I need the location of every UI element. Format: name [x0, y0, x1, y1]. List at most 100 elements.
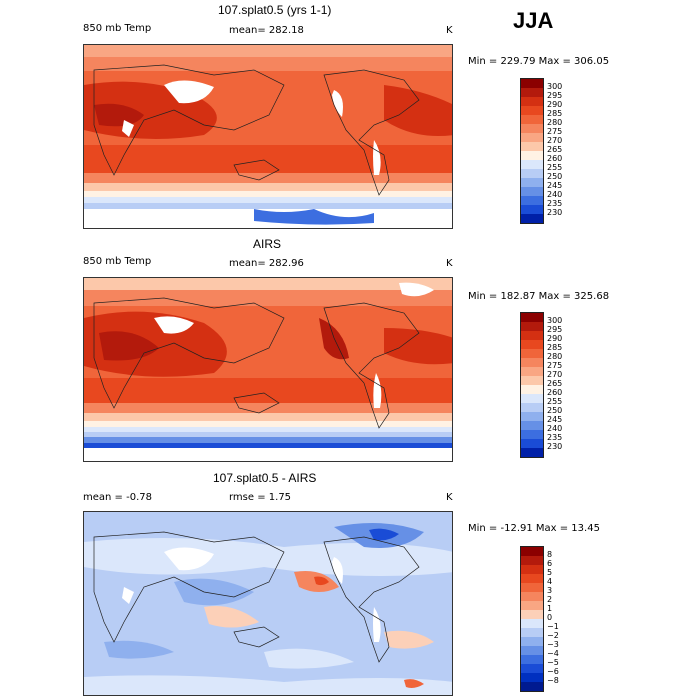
colorbar-tick-label: 290	[547, 100, 563, 109]
colorbar-swatch	[521, 628, 543, 637]
panel1-unit: K	[446, 25, 453, 36]
colorbar-swatch	[521, 592, 543, 601]
colorbar-tick-label: −4	[547, 649, 559, 658]
colorbar-swatch	[521, 97, 543, 106]
colorbar-tick-label: 250	[547, 406, 563, 415]
colorbar-tick-label: 300	[547, 82, 563, 91]
panel3-map-graphic	[84, 512, 452, 695]
colorbar-swatch	[521, 556, 543, 565]
colorbar-tick-label: 280	[547, 352, 563, 361]
colorbar-swatch	[521, 169, 543, 178]
colorbar-tick-label: 255	[547, 397, 563, 406]
panel2-map-graphic	[84, 278, 452, 461]
panel2-unit: K	[446, 258, 453, 269]
colorbar-tick-label: 240	[547, 190, 563, 199]
colorbar-swatch	[521, 619, 543, 628]
colorbar-swatch	[521, 565, 543, 574]
colorbar-swatch	[521, 610, 543, 619]
colorbar-tick-label: 2	[547, 595, 553, 604]
colorbar-swatch	[521, 385, 543, 394]
colorbar-swatch	[521, 646, 543, 655]
colorbar-swatch	[521, 403, 543, 412]
colorbar-tick-label: −3	[547, 640, 559, 649]
colorbar-tick-label: 270	[547, 136, 563, 145]
panel3-colorbar	[520, 546, 544, 692]
colorbar-tick-label: −5	[547, 658, 559, 667]
colorbar-tick-label: −6	[547, 667, 559, 676]
panel1-map	[83, 44, 453, 229]
colorbar-swatch	[521, 88, 543, 97]
colorbar-swatch	[521, 79, 543, 88]
panel1-minmax: Min = 229.79 Max = 306.05	[468, 56, 610, 67]
colorbar-tick-label: 295	[547, 91, 563, 100]
colorbar-tick-label: 230	[547, 208, 563, 217]
panel2-title: AIRS	[253, 237, 282, 251]
colorbar-tick-label: 250	[547, 172, 563, 181]
colorbar-tick-label: 3	[547, 586, 553, 595]
colorbar-swatch	[521, 601, 543, 610]
colorbar-swatch	[521, 430, 543, 439]
colorbar-swatch	[521, 574, 543, 583]
colorbar-tick-label: −1	[547, 622, 559, 631]
panel1-colorbar	[520, 78, 544, 224]
panel2-colorbar	[520, 312, 544, 458]
colorbar-swatch	[521, 547, 543, 556]
colorbar-swatch	[521, 655, 543, 664]
colorbar-swatch	[521, 349, 543, 358]
colorbar-swatch	[521, 133, 543, 142]
colorbar-swatch	[521, 187, 543, 196]
colorbar-tick-label: 260	[547, 388, 563, 397]
colorbar-tick-label: 5	[547, 568, 553, 577]
colorbar-swatch	[521, 421, 543, 430]
colorbar-tick-label: 275	[547, 127, 563, 136]
colorbar-swatch	[521, 331, 543, 340]
colorbar-tick-label: 300	[547, 316, 563, 325]
colorbar-swatch	[521, 160, 543, 169]
panel3-title: 107.splat0.5 - AIRS	[213, 471, 317, 485]
colorbar-tick-label: 235	[547, 433, 563, 442]
colorbar-swatch	[521, 682, 543, 691]
colorbar-tick-label: 285	[547, 109, 563, 118]
colorbar-tick-label: 270	[547, 370, 563, 379]
panel3-map	[83, 511, 453, 696]
colorbar-tick-label: 4	[547, 577, 553, 586]
panel2-field-label: 850 mb Temp	[83, 256, 152, 267]
colorbar-swatch	[521, 178, 543, 187]
colorbar-swatch	[521, 637, 543, 646]
colorbar-swatch	[521, 313, 543, 322]
panel1-field-label: 850 mb Temp	[83, 23, 152, 34]
colorbar-tick-label: −2	[547, 631, 559, 640]
panel2-map	[83, 277, 453, 462]
colorbar-swatch	[521, 115, 543, 124]
colorbar-swatch	[521, 664, 543, 673]
colorbar-swatch	[521, 124, 543, 133]
panel3-mean: mean = -0.78	[83, 492, 152, 503]
panel2-mean: mean= 282.96	[229, 258, 304, 269]
colorbar-swatch	[521, 340, 543, 349]
colorbar-tick-label: 235	[547, 199, 563, 208]
season-title: JJA	[513, 8, 554, 33]
colorbar-swatch	[521, 448, 543, 457]
colorbar-tick-label: 255	[547, 163, 563, 172]
colorbar-swatch	[521, 673, 543, 682]
colorbar-swatch	[521, 106, 543, 115]
colorbar-swatch	[521, 394, 543, 403]
colorbar-tick-label: 245	[547, 415, 563, 424]
colorbar-tick-label: 260	[547, 154, 563, 163]
colorbar-tick-label: −8	[547, 676, 559, 685]
panel2-minmax: Min = 182.87 Max = 325.68	[468, 291, 610, 302]
colorbar-swatch	[521, 367, 543, 376]
colorbar-swatch	[521, 358, 543, 367]
colorbar-swatch	[521, 151, 543, 160]
colorbar-swatch	[521, 205, 543, 214]
colorbar-tick-label: 245	[547, 181, 563, 190]
colorbar-tick-label: 290	[547, 334, 563, 343]
colorbar-tick-label: 280	[547, 118, 563, 127]
panel3-unit: K	[446, 492, 453, 503]
panel1-map-graphic	[84, 45, 452, 228]
colorbar-tick-label: 8	[547, 550, 553, 559]
colorbar-tick-label: 285	[547, 343, 563, 352]
colorbar-tick-label: 0	[547, 613, 553, 622]
colorbar-tick-label: 240	[547, 424, 563, 433]
colorbar-swatch	[521, 322, 543, 331]
